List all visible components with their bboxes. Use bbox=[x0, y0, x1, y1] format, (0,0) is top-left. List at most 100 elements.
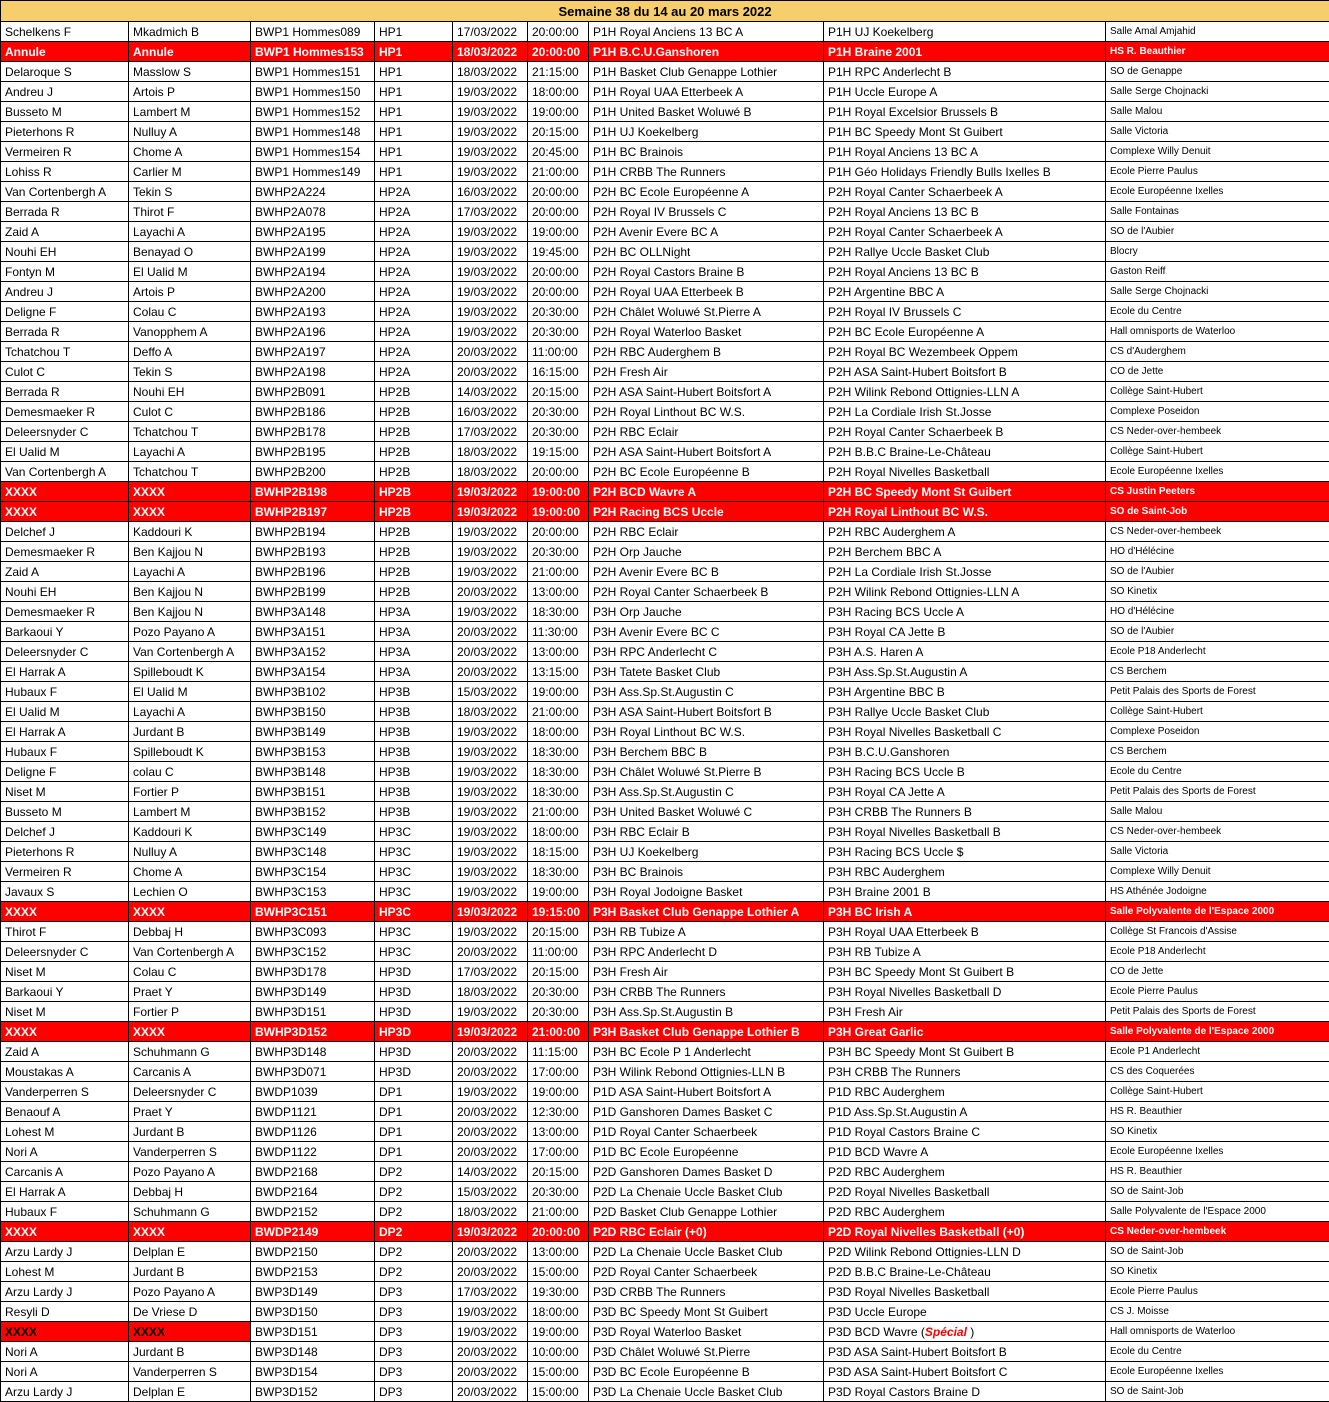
away-team-cell: P3H Ass.Sp.St.Augustin A bbox=[824, 662, 1106, 682]
referee1-cell: Deligne F bbox=[1, 302, 129, 322]
time-cell: 19:00:00 bbox=[528, 482, 589, 502]
away-team-cell: P3H Royal Nivelles Basketball C bbox=[824, 722, 1106, 742]
venue-cell: CO de Jette bbox=[1106, 362, 1329, 382]
date-cell: 18/03/2022 bbox=[453, 62, 528, 82]
division-cell: HP3C bbox=[375, 882, 453, 902]
time-cell: 18:00:00 bbox=[528, 82, 589, 102]
away-team-cell: P3H CRBB The Runners B bbox=[824, 802, 1106, 822]
referee1-cell: Niset M bbox=[1, 782, 129, 802]
date-cell: 19/03/2022 bbox=[453, 722, 528, 742]
away-team-cell: P2H BC Ecole Européenne A bbox=[824, 322, 1106, 342]
referee2-cell: Thirot F bbox=[129, 202, 251, 222]
referee1-cell: Pieterhons R bbox=[1, 842, 129, 862]
time-cell: 20:30:00 bbox=[528, 542, 589, 562]
match-code-cell: BWDP1122 bbox=[251, 1142, 375, 1162]
away-team-cell: P3H Royal CA Jette B bbox=[824, 622, 1106, 642]
match-code-cell: BWHP3D152 bbox=[251, 1022, 375, 1042]
date-cell: 19/03/2022 bbox=[453, 1302, 528, 1322]
time-cell: 20:30:00 bbox=[528, 982, 589, 1002]
away-team-cell: P1H RPC Anderlecht B bbox=[824, 62, 1106, 82]
date-cell: 18/03/2022 bbox=[453, 702, 528, 722]
referee2-cell: Nulluy A bbox=[129, 122, 251, 142]
venue-cell: Salle Fontainas bbox=[1106, 202, 1329, 222]
date-cell: 19/03/2022 bbox=[453, 902, 528, 922]
date-cell: 19/03/2022 bbox=[453, 262, 528, 282]
venue-cell: Salle Serge Chojnacki bbox=[1106, 282, 1329, 302]
referee1-cell: El Harrak A bbox=[1, 1182, 129, 1202]
division-cell: DP2 bbox=[375, 1242, 453, 1262]
away-team-cell: P2D RBC Auderghem bbox=[824, 1162, 1106, 1182]
venue-cell: CS Neder-over-hembeek bbox=[1106, 1222, 1329, 1242]
referee2-cell: Schuhmann G bbox=[129, 1042, 251, 1062]
referee1-cell: Nouhi EH bbox=[1, 582, 129, 602]
home-team-cell: P2D Royal Canter Schaerbeek bbox=[589, 1262, 824, 1282]
venue-cell: Ecole Pierre Paulus bbox=[1106, 1282, 1329, 1302]
match-code-cell: BWHP3B102 bbox=[251, 682, 375, 702]
match-code-cell: BWDP1039 bbox=[251, 1082, 375, 1102]
away-team-cell: P1D BCD Wavre A bbox=[824, 1142, 1106, 1162]
time-cell: 19:00:00 bbox=[528, 682, 589, 702]
time-cell: 21:00:00 bbox=[528, 802, 589, 822]
match-code-cell: BWHP2B199 bbox=[251, 582, 375, 602]
date-cell: 19/03/2022 bbox=[453, 562, 528, 582]
title-row: Semaine 38 du 14 au 20 mars 2022 bbox=[1, 1, 1329, 22]
venue-cell: Salle Victoria bbox=[1106, 122, 1329, 142]
match-code-cell: BWHP3D148 bbox=[251, 1042, 375, 1062]
time-cell: 21:15:00 bbox=[528, 62, 589, 82]
date-cell: 19/03/2022 bbox=[453, 522, 528, 542]
home-team-cell: P2H ASA Saint-Hubert Boitsfort A bbox=[589, 442, 824, 462]
home-team-cell: P3H UJ Koekelberg bbox=[589, 842, 824, 862]
referee2-cell: Schuhmann G bbox=[129, 1202, 251, 1222]
division-cell: HP3B bbox=[375, 722, 453, 742]
referee1-cell: Niset M bbox=[1, 1002, 129, 1022]
time-cell: 19:00:00 bbox=[528, 1322, 589, 1342]
away-team-cell: P3H RB Tubize A bbox=[824, 942, 1106, 962]
referee2-cell: Spilleboudt K bbox=[129, 742, 251, 762]
venue-cell: Ecole Européenne Ixelles bbox=[1106, 182, 1329, 202]
time-cell: 18:15:00 bbox=[528, 842, 589, 862]
away-team-cell: P2H Royal Linthout BC W.S. bbox=[824, 502, 1106, 522]
match-code-cell: BWHP2B198 bbox=[251, 482, 375, 502]
referee2-cell: Masslow S bbox=[129, 62, 251, 82]
home-team-cell: P1H Royal UAA Etterbeek A bbox=[589, 82, 824, 102]
time-cell: 20:45:00 bbox=[528, 142, 589, 162]
time-cell: 20:30:00 bbox=[528, 422, 589, 442]
referee2-cell: XXXX bbox=[129, 902, 251, 922]
division-cell: HP3C bbox=[375, 922, 453, 942]
date-cell: 19/03/2022 bbox=[453, 1222, 528, 1242]
referee1-cell: Hubaux F bbox=[1, 1202, 129, 1222]
date-cell: 20/03/2022 bbox=[453, 1342, 528, 1362]
division-cell: HP3B bbox=[375, 802, 453, 822]
match-code-cell: BWHP2B193 bbox=[251, 542, 375, 562]
time-cell: 20:00:00 bbox=[528, 282, 589, 302]
home-team-cell: P3D CRBB The Runners bbox=[589, 1282, 824, 1302]
referee2-cell: Jurdant B bbox=[129, 1342, 251, 1362]
home-team-cell: P2H Royal IV Brussels C bbox=[589, 202, 824, 222]
away-team-cell: P2H Royal Nivelles Basketball bbox=[824, 462, 1106, 482]
home-team-cell: P3H RPC Anderlecht C bbox=[589, 642, 824, 662]
time-cell: 20:00:00 bbox=[528, 42, 589, 62]
referee1-cell: Vanderperren S bbox=[1, 1082, 129, 1102]
venue-cell: CO de Jette bbox=[1106, 962, 1329, 982]
away-team-cell: P3H Racing BCS Uccle A bbox=[824, 602, 1106, 622]
match-code-cell: BWHP3D151 bbox=[251, 1002, 375, 1022]
match-code-cell: BWHP2B194 bbox=[251, 522, 375, 542]
date-cell: 19/03/2022 bbox=[453, 242, 528, 262]
date-cell: 19/03/2022 bbox=[453, 802, 528, 822]
date-cell: 18/03/2022 bbox=[453, 982, 528, 1002]
away-team-cell: P3H Racing BCS Uccle B bbox=[824, 762, 1106, 782]
home-team-cell: P3H Orp Jauche bbox=[589, 602, 824, 622]
time-cell: 18:30:00 bbox=[528, 782, 589, 802]
division-cell: HP2A bbox=[375, 362, 453, 382]
date-cell: 19/03/2022 bbox=[453, 162, 528, 182]
referee1-cell: Delaroque S bbox=[1, 62, 129, 82]
referee1-cell: Demesmaeker R bbox=[1, 402, 129, 422]
